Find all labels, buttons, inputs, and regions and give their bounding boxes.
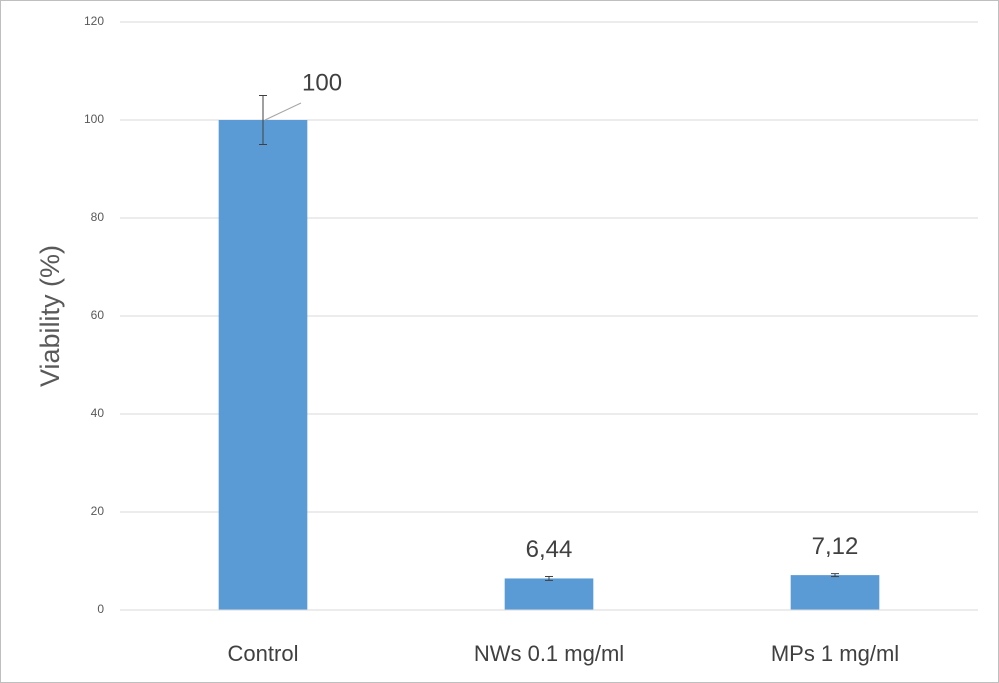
- value-label: 6,44: [526, 536, 573, 563]
- leader-line: [264, 102, 302, 121]
- value-label: 100: [302, 69, 342, 96]
- error-bar: [831, 573, 839, 578]
- error-bar: [545, 575, 553, 581]
- x-tick-label: Control: [228, 641, 299, 666]
- value-label: 7,12: [812, 533, 859, 560]
- y-tick-label: 0: [97, 602, 104, 616]
- y-tick-label: 120: [84, 14, 104, 28]
- error-bar: [259, 95, 267, 145]
- y-axis-label: Viability (%): [35, 245, 65, 387]
- y-tick-label: 20: [91, 504, 105, 518]
- bar: [790, 575, 880, 610]
- y-tick-label: 100: [84, 112, 104, 126]
- bar: [218, 120, 308, 610]
- bar: [504, 578, 594, 610]
- x-tick-label: MPs 1 mg/ml: [771, 641, 899, 666]
- y-tick-label: 80: [91, 210, 105, 224]
- x-tick-label: NWs 0.1 mg/ml: [474, 641, 624, 666]
- y-tick-label: 60: [91, 308, 105, 322]
- y-tick-label: 40: [91, 406, 105, 420]
